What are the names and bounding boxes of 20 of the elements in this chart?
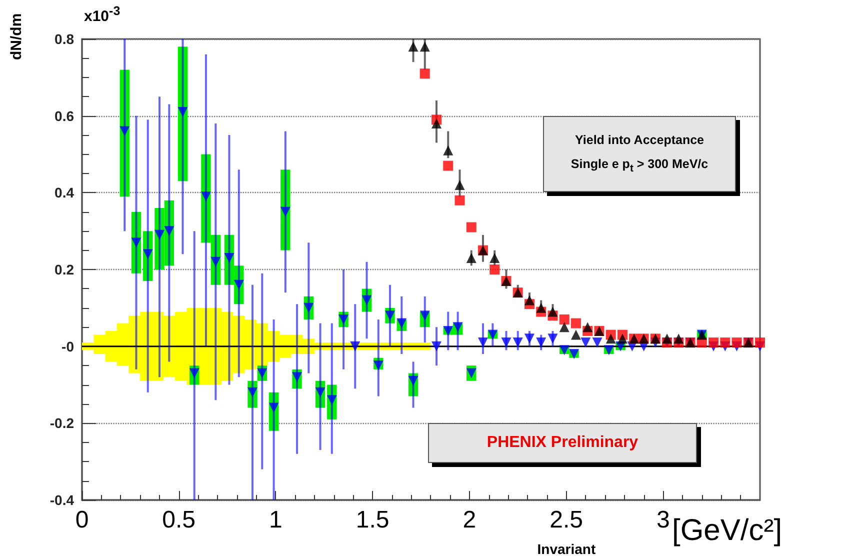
x-tick-label: 3 bbox=[656, 506, 670, 534]
x-axis-title: Invariant bbox=[537, 541, 596, 557]
x-tick-label: 0.5 bbox=[162, 506, 196, 534]
x-tick-label: 2.5 bbox=[550, 506, 583, 534]
x-tick-label: 0 bbox=[75, 506, 89, 534]
text: [GeV/c²] bbox=[672, 514, 782, 548]
x-tick-label: 1.5 bbox=[356, 506, 390, 534]
x-tick-label: 2 bbox=[462, 506, 476, 534]
y-tick-label: -0.2 bbox=[50, 415, 74, 432]
annotation: Single e p$_{t}$ > 300 MeV/c bbox=[570, 157, 710, 174]
text: x10$^{-3}$ bbox=[84, 4, 120, 25]
x-tick-label: 1 bbox=[269, 506, 282, 534]
y-tick-label: 0.2 bbox=[54, 262, 74, 278]
y-tick-label: -0.4 bbox=[50, 492, 74, 508]
y-axis-title: dN/dm bbox=[8, 13, 25, 60]
y-tick-label: -0 bbox=[62, 338, 74, 354]
y-tick-label: 0.4 bbox=[54, 184, 74, 201]
y-tick-label: 0.6 bbox=[54, 108, 74, 124]
annotation: Yield into Acceptance bbox=[574, 133, 705, 147]
y-tick-label: 0.8 bbox=[54, 31, 74, 47]
